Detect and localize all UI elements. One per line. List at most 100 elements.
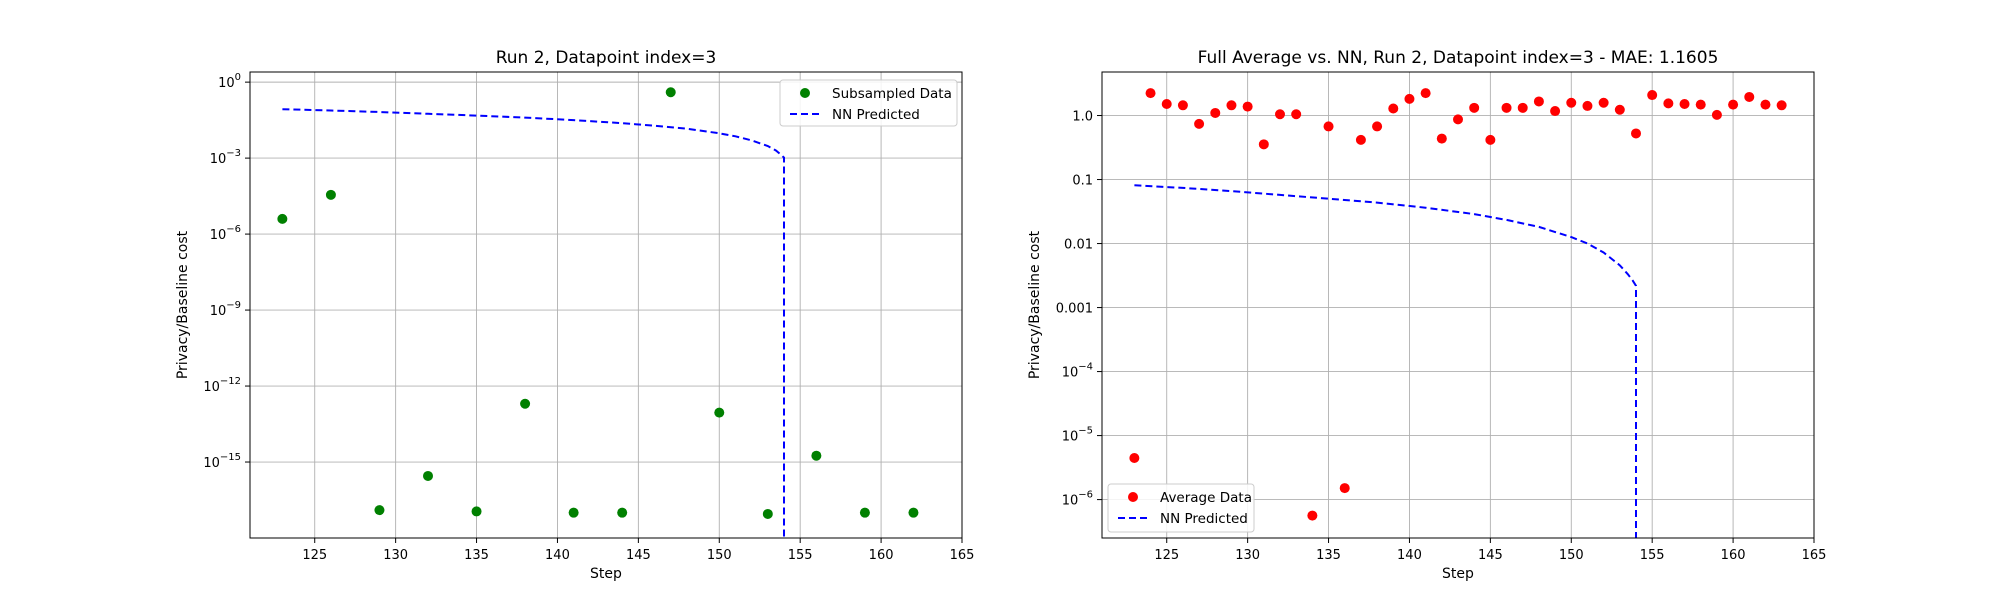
data-point (1614, 104, 1625, 115)
chart-title: Run 2, Datapoint index=3 (496, 48, 717, 68)
data-point (1517, 102, 1528, 113)
data-point (762, 508, 773, 519)
x-tick-label: 135 (464, 548, 489, 563)
data-point (1404, 93, 1415, 104)
y-tick-label: 10−6 (210, 224, 241, 243)
data-point (1210, 107, 1221, 118)
nn-predicted-line (1134, 184, 1637, 538)
data-point (1242, 101, 1253, 112)
data-point (811, 450, 822, 461)
data-point (908, 507, 919, 518)
data-point (1582, 100, 1593, 111)
x-tick-label: 130 (1235, 548, 1260, 563)
y-tick-label: 0.1 (1072, 174, 1093, 189)
legend: Average Data NN Predicted (1107, 483, 1255, 533)
data-point (1711, 109, 1722, 120)
data-point (1161, 99, 1172, 110)
legend-label: NN Predicted (832, 107, 920, 123)
y-tick-label: 10−6 (1062, 490, 1093, 509)
y-tick-label: 10−15 (203, 452, 241, 471)
x-tick-label: 165 (1802, 548, 1827, 563)
gridlines (250, 72, 963, 538)
data-point (277, 213, 288, 224)
data-point (1533, 96, 1544, 107)
data-point (423, 470, 433, 481)
y-tick-label: 0.001 (1056, 302, 1093, 317)
legend-frame (1107, 483, 1255, 533)
data-point (1355, 134, 1366, 145)
data-point (1453, 114, 1463, 125)
x-tick-label: 160 (1721, 548, 1746, 563)
data-point (1177, 100, 1188, 111)
x-tick-label: 155 (1640, 548, 1665, 563)
data-point (1291, 109, 1302, 120)
x-tick-label: 125 (302, 548, 327, 563)
data-point (714, 407, 725, 418)
x-tick-label: 145 (1478, 548, 1503, 563)
x-tick-label: 155 (788, 548, 813, 563)
legend-label: NN Predicted (1160, 511, 1248, 527)
left-chart: 125 130 135 140 145 150 155 160 165 100 10−3 10−6 10… (175, 48, 974, 582)
y-tick-label: 10−12 (203, 376, 241, 395)
data-point (1695, 99, 1706, 110)
x-tick-label: 130 (383, 548, 408, 563)
legend-label: Subsampled Data (832, 86, 952, 102)
series-layer (1129, 88, 1787, 538)
data-point (1339, 483, 1350, 494)
data-point (374, 505, 385, 516)
data-point (1663, 98, 1674, 109)
data-point (325, 189, 336, 200)
data-point (1550, 106, 1561, 117)
y-axis-label: Privacy/Baseline cost (175, 230, 191, 379)
series-layer (277, 87, 919, 538)
x-axis-label: Step (1442, 566, 1474, 582)
data-point (471, 506, 482, 517)
y-tick-label: 10−3 (210, 148, 241, 167)
plot-frame (249, 71, 963, 539)
x-tick-label: 150 (1559, 548, 1584, 563)
data-point (1323, 121, 1334, 132)
data-point (1598, 97, 1609, 108)
x-tick-label: 150 (707, 548, 732, 563)
x-tick-label: 125 (1154, 548, 1179, 563)
legend-frame (779, 79, 958, 127)
data-point (665, 87, 676, 98)
data-point (1776, 100, 1787, 111)
right-chart: 125 130 135 140 145 150 155 160 165 1.0 0.1 0.01 0.0… (1027, 48, 1826, 582)
plot-frame (1101, 71, 1815, 539)
y-tick-label: 10−4 (1062, 362, 1093, 381)
x-axis-label: Step (590, 566, 622, 582)
data-point (1307, 510, 1318, 521)
data-point (1388, 103, 1399, 114)
y-tick-label: 10−5 (1062, 426, 1093, 445)
y-tick-label: 10−9 (210, 300, 241, 319)
legend-label: Average Data (1160, 490, 1252, 506)
gridlines (1102, 72, 1815, 538)
y-tick-label: 100 (218, 72, 241, 91)
legend-swatch (800, 88, 810, 98)
y-tick-label: 0.01 (1064, 238, 1093, 253)
y-axis-label: Privacy/Baseline cost (1027, 230, 1043, 379)
data-point (1728, 99, 1739, 110)
x-tick-label: 140 (545, 548, 570, 563)
data-point (1631, 128, 1641, 139)
y-tick-label: 1.0 (1072, 110, 1093, 125)
chart-title: Full Average vs. NN, Run 2, Datapoint in… (1198, 48, 1719, 68)
x-tick-label: 160 (869, 548, 894, 563)
data-point (1744, 91, 1755, 102)
nn-predicted-line (282, 108, 785, 538)
data-point (1679, 99, 1690, 110)
data-point (568, 507, 579, 518)
data-point (1436, 133, 1447, 144)
data-point (520, 398, 531, 409)
data-point (859, 507, 870, 518)
x-tick-label: 140 (1397, 548, 1422, 563)
data-point (1501, 102, 1512, 113)
data-point (1485, 134, 1496, 145)
x-tick-label: 135 (1316, 548, 1341, 563)
data-point (617, 507, 628, 518)
legend-swatch (1128, 492, 1138, 502)
x-tick-label: 145 (626, 548, 651, 563)
data-point (1194, 118, 1205, 129)
